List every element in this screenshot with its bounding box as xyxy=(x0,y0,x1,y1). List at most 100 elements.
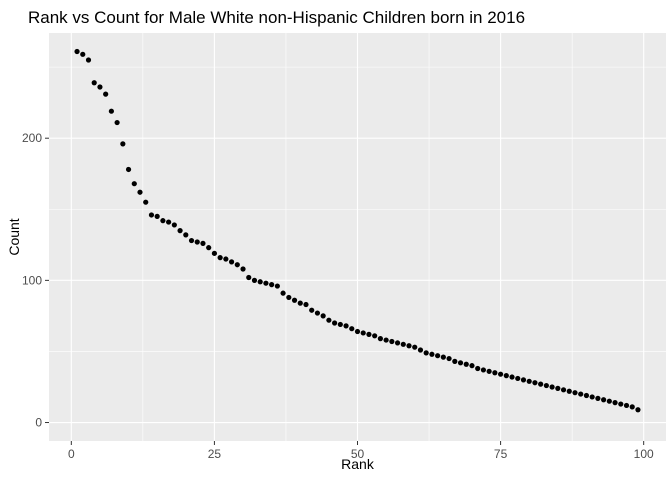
data-point xyxy=(183,232,189,238)
data-point xyxy=(314,310,321,316)
data-point xyxy=(469,363,475,369)
data-point xyxy=(435,353,441,359)
data-point xyxy=(85,57,92,63)
data-point xyxy=(269,282,275,288)
data-point xyxy=(303,301,309,308)
data-point xyxy=(629,404,635,410)
data-point xyxy=(125,166,132,173)
data-point xyxy=(354,328,361,335)
data-point xyxy=(560,387,567,393)
x-tick-label: 25 xyxy=(208,447,222,461)
data-point xyxy=(612,400,618,406)
data-point xyxy=(572,390,578,396)
data-point xyxy=(532,380,538,386)
data-point xyxy=(509,374,515,380)
data-point xyxy=(457,360,464,366)
y-tick-label: 200 xyxy=(22,131,42,145)
data-point xyxy=(412,344,418,350)
data-point xyxy=(291,297,298,303)
chart-title: Rank vs Count for Male White non-Hispani… xyxy=(28,8,525,27)
x-axis-title: Rank xyxy=(341,456,375,472)
data-point xyxy=(74,48,80,55)
data-point xyxy=(120,141,126,147)
data-point xyxy=(171,222,177,228)
data-point xyxy=(194,239,200,245)
data-point xyxy=(108,108,114,114)
data-point xyxy=(177,228,183,234)
x-tick-label: 75 xyxy=(494,447,508,461)
data-point xyxy=(377,336,383,342)
data-point xyxy=(463,361,469,367)
data-point xyxy=(360,330,366,336)
data-point xyxy=(154,213,160,219)
data-point xyxy=(440,354,446,360)
data-points xyxy=(74,48,641,413)
data-point xyxy=(326,317,332,323)
data-point xyxy=(97,84,103,90)
data-point xyxy=(480,367,487,373)
data-point xyxy=(475,365,481,372)
x-tick-label: 50 xyxy=(351,447,365,461)
data-point xyxy=(372,333,378,339)
data-point xyxy=(549,384,555,390)
x-tick-label: 100 xyxy=(634,447,654,461)
data-point xyxy=(137,189,143,195)
y-tick-label: 0 xyxy=(35,416,42,430)
data-point xyxy=(566,388,572,394)
data-point xyxy=(223,256,229,262)
data-point xyxy=(446,355,452,362)
data-point xyxy=(234,262,240,268)
data-point xyxy=(538,381,544,387)
data-point xyxy=(492,370,498,376)
data-point xyxy=(400,341,406,347)
data-point xyxy=(337,321,343,328)
data-point xyxy=(349,326,355,332)
data-point xyxy=(595,395,601,401)
data-point xyxy=(497,371,504,377)
data-point xyxy=(452,358,458,364)
data-point xyxy=(583,392,590,399)
data-point xyxy=(246,274,252,281)
data-point xyxy=(131,181,137,187)
data-point xyxy=(91,80,97,86)
data-point xyxy=(211,250,218,256)
data-point xyxy=(286,294,292,301)
data-point xyxy=(343,323,349,329)
data-point xyxy=(601,397,607,403)
data-point xyxy=(332,320,338,326)
data-point xyxy=(589,394,595,400)
data-point xyxy=(114,119,120,126)
data-point xyxy=(406,343,412,349)
x-tick-label: 0 xyxy=(68,447,75,461)
data-point xyxy=(280,290,286,296)
data-point xyxy=(80,51,86,57)
data-point xyxy=(320,313,326,319)
data-point xyxy=(423,350,429,356)
data-point xyxy=(103,91,109,97)
data-point xyxy=(394,340,401,346)
data-point xyxy=(251,277,258,283)
data-point xyxy=(389,338,395,345)
y-axis-title: Count xyxy=(6,218,22,255)
data-point xyxy=(618,401,624,407)
data-point xyxy=(417,347,424,353)
data-point xyxy=(228,259,235,265)
data-point xyxy=(383,337,389,343)
data-point xyxy=(515,375,521,382)
data-point xyxy=(206,245,212,251)
data-point xyxy=(297,300,303,306)
data-point xyxy=(606,398,612,404)
data-point xyxy=(148,212,155,218)
axis-ticks: 0 25 50 75 100 0 100 200 xyxy=(22,131,654,461)
data-point xyxy=(623,402,630,409)
data-point xyxy=(257,279,263,285)
data-point xyxy=(543,382,549,389)
data-point xyxy=(486,368,492,374)
data-point xyxy=(160,218,166,224)
data-point xyxy=(240,266,246,272)
data-point xyxy=(263,280,269,286)
data-point xyxy=(217,255,223,261)
data-point xyxy=(635,407,641,413)
data-point xyxy=(188,237,195,244)
data-point xyxy=(143,199,149,205)
